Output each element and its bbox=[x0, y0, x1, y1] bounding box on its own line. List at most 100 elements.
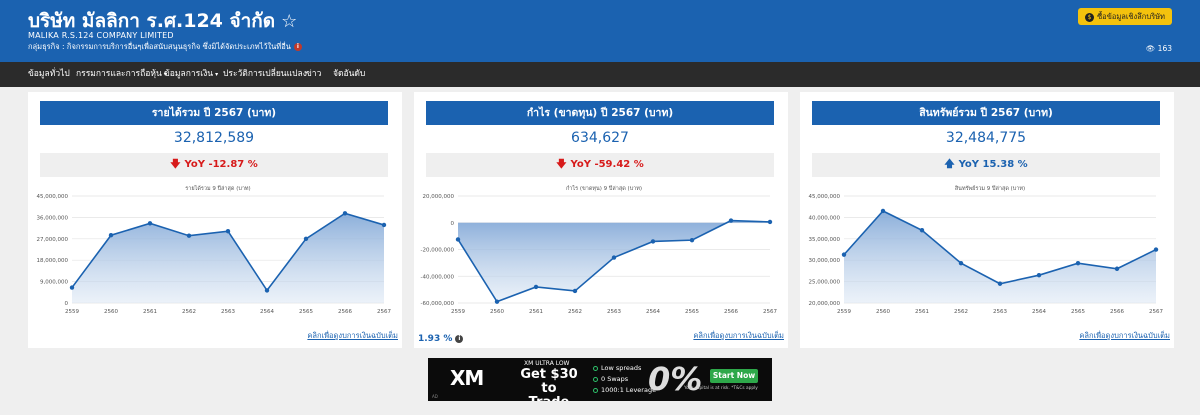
company-name: บริษัท มัลลิกา ร.ศ.124 จำกัด ☆ bbox=[28, 6, 297, 36]
buy-insight-label: ซื้อข้อมูลเชิงลึกบริษัท bbox=[1097, 12, 1165, 21]
ad-feature-text: Low spreads bbox=[601, 364, 642, 372]
x-tick-label: 2567 bbox=[377, 309, 391, 315]
data-point bbox=[1114, 266, 1120, 271]
data-point bbox=[958, 260, 964, 266]
nav-item-label: จัดอันดับ bbox=[333, 69, 366, 79]
x-tick-label: 2562 bbox=[568, 309, 582, 315]
ad-logo: XM bbox=[450, 366, 484, 390]
info-icon[interactable]: i bbox=[293, 43, 302, 51]
y-tick-label: 35,000,000 bbox=[809, 237, 841, 243]
card-title: รายได้รวม ปี 2567 (บาท) bbox=[40, 101, 388, 125]
data-point bbox=[919, 228, 925, 233]
yoy-label: YoY -59.42 % bbox=[570, 159, 644, 170]
full-statement-link[interactable]: คลิกเพื่อดูงบการเงินฉบับเต็ม bbox=[307, 331, 398, 340]
y-tick-label: -40,000,000 bbox=[421, 274, 455, 280]
view-count: 👁 163 bbox=[1146, 44, 1172, 53]
ad-feature-text: 1000:1 Leverage bbox=[601, 386, 657, 394]
card-title: สินทรัพย์รวม ปี 2567 (บาท) bbox=[812, 101, 1160, 125]
main-nav: ข้อมูลทั่วไป กรรมการและการถือหุ้น ▾ ข้อมู… bbox=[0, 62, 1200, 87]
x-tick-label: 2565 bbox=[299, 309, 313, 315]
check-icon bbox=[593, 376, 598, 382]
nav-item-financial[interactable]: ข้อมูลการเงิน ▾ bbox=[164, 62, 218, 87]
x-tick-label: 2565 bbox=[1071, 309, 1085, 315]
y-tick-label: 0 bbox=[65, 301, 69, 307]
data-point bbox=[880, 208, 886, 214]
revenue-chart: รายได้รวม 9 ปีล่าสุด (บาท) 0 9,000,000 18,0… bbox=[37, 185, 392, 315]
data-point bbox=[533, 284, 539, 290]
y-tick-label: 18,000,000 bbox=[37, 258, 69, 264]
x-tick-label: 2564 bbox=[1032, 309, 1046, 315]
x-tick-label: 2566 bbox=[1110, 309, 1124, 315]
eye-icon: 👁 bbox=[1145, 44, 1156, 53]
nav-item-general[interactable]: ข้อมูลทั่วไป bbox=[28, 62, 70, 87]
ad-start-now-button[interactable]: Start Now bbox=[710, 369, 758, 383]
y-tick-label: 40,000,000 bbox=[809, 215, 841, 221]
advertisement-banner[interactable]: XM AD XM ULTRA LOW Get $30 to Trade Low … bbox=[428, 358, 772, 401]
full-statement-link[interactable]: คลิกเพื่อดูงบการเงินฉบับเต็ม bbox=[1079, 331, 1170, 340]
x-tick-label: 2563 bbox=[607, 309, 621, 315]
x-tick-label: 2561 bbox=[915, 309, 929, 315]
x-tick-label: 2563 bbox=[993, 309, 1007, 315]
profit-margin: 1.93 % i bbox=[418, 334, 464, 344]
data-point bbox=[264, 288, 270, 293]
area-fill bbox=[844, 210, 1156, 303]
data-point bbox=[225, 228, 231, 234]
card-value: 32,812,589 bbox=[173, 130, 255, 146]
buy-insight-button[interactable]: $ ซื้อข้อมูลเชิงลึกบริษัท bbox=[1078, 8, 1172, 25]
x-tick-label: 2566 bbox=[724, 309, 738, 315]
nav-item-label: ข่าว bbox=[306, 69, 322, 79]
data-point bbox=[108, 233, 114, 238]
data-point bbox=[69, 285, 75, 290]
nav-item-history[interactable]: ประวัติการเปลี่ยนแปลง bbox=[223, 62, 307, 87]
nav-item-directors[interactable]: กรรมการและการถือหุ้น ▾ bbox=[76, 62, 167, 87]
company-name-text: บริษัท มัลลิกา ร.ศ.124 จำกัด bbox=[28, 10, 276, 32]
revenue-card: รายได้รวม ปี 2567 (บาท) 32,812,589 🡇 YoY … bbox=[28, 92, 402, 348]
nav-item-label: ข้อมูลการเงิน bbox=[164, 69, 214, 79]
y-tick-label: 30,000,000 bbox=[809, 258, 841, 264]
yoy-box: 🡇 YoY -59.42 % bbox=[426, 153, 774, 177]
data-point bbox=[611, 255, 617, 260]
x-tick-label: 2562 bbox=[182, 309, 196, 315]
data-point bbox=[186, 233, 192, 238]
x-tick-label: 2561 bbox=[529, 309, 543, 315]
chart-title: รายได้รวม 9 ปีล่าสุด (บาท) bbox=[185, 185, 250, 192]
view-count-value: 163 bbox=[1157, 44, 1172, 53]
data-point bbox=[342, 211, 348, 216]
x-tick-label: 2567 bbox=[1149, 309, 1163, 315]
data-point bbox=[689, 237, 695, 243]
ad-risk-note: Your capital is at risk. *T&Cs apply bbox=[684, 386, 758, 391]
data-point bbox=[381, 222, 387, 228]
chevron-down-icon: ▾ bbox=[215, 71, 219, 78]
data-point bbox=[650, 239, 656, 244]
y-tick-label: 20,000,000 bbox=[809, 301, 841, 307]
star-icon[interactable]: ☆ bbox=[281, 11, 298, 32]
x-tick-label: 2564 bbox=[260, 309, 274, 315]
ad-feature-text: 0 Swaps bbox=[601, 375, 629, 383]
data-point bbox=[494, 299, 500, 304]
y-tick-label: -60,000,000 bbox=[421, 301, 455, 307]
y-tick-label: 45,000,000 bbox=[37, 194, 69, 200]
full-statement-link[interactable]: คลิกเพื่อดูงบการเงินฉบับเต็ม bbox=[693, 331, 784, 340]
company-name-en: MALIKA R.S.124 COMPANY LIMITED bbox=[28, 31, 174, 40]
yoy-label: YoY 15.38 % bbox=[958, 159, 1028, 170]
business-group: กลุ่มธุรกิจ : กิจกรรมการบริการอื่นๆเพื่อ… bbox=[28, 41, 302, 53]
x-tick-label: 2559 bbox=[837, 309, 851, 315]
ad-zero-glyph: 0% bbox=[648, 360, 703, 398]
data-point bbox=[147, 221, 153, 226]
info-icon[interactable]: i bbox=[455, 334, 464, 343]
x-tick-label: 2559 bbox=[65, 309, 79, 315]
data-point bbox=[303, 236, 309, 241]
area-fill bbox=[72, 213, 384, 303]
arrow-down-icon: 🡇 bbox=[170, 159, 181, 170]
chevron-down-icon: ▾ bbox=[163, 71, 167, 78]
assets-card: สินทรัพย์รวม ปี 2567 (บาท) 32,484,775 🡅 Y… bbox=[800, 92, 1174, 348]
nav-item-ranking[interactable]: จัดอันดับ bbox=[333, 62, 365, 87]
chart-title: สินทรัพย์รวม 9 ปีล่าสุด (บาท) bbox=[954, 185, 1025, 192]
nav-item-news[interactable]: ข่าว bbox=[306, 62, 321, 87]
x-tick-label: 2567 bbox=[763, 309, 777, 315]
x-tick-label: 2562 bbox=[954, 309, 968, 315]
ad-feature: 1000:1 Leverage bbox=[593, 385, 656, 396]
nav-item-label: กรรมการและการถือหุ้น bbox=[76, 69, 162, 79]
data-point bbox=[997, 281, 1003, 286]
check-icon bbox=[593, 365, 598, 371]
